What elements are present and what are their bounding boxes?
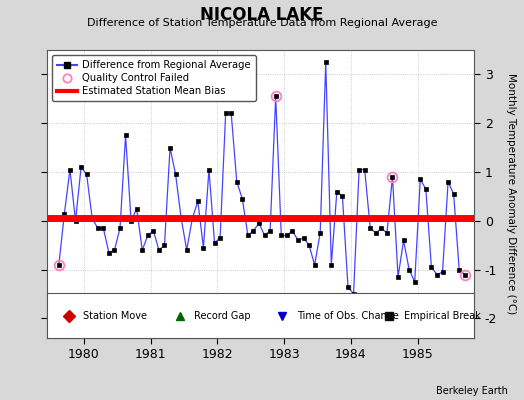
Text: NICOLA LAKE: NICOLA LAKE — [200, 6, 324, 24]
Y-axis label: Monthly Temperature Anomaly Difference (°C): Monthly Temperature Anomaly Difference (… — [507, 73, 517, 315]
Text: Difference of Station Temperature Data from Regional Average: Difference of Station Temperature Data f… — [87, 18, 437, 28]
Text: Berkeley Earth: Berkeley Earth — [436, 386, 508, 396]
Legend: Difference from Regional Average, Quality Control Failed, Estimated Station Mean: Difference from Regional Average, Qualit… — [52, 55, 256, 101]
